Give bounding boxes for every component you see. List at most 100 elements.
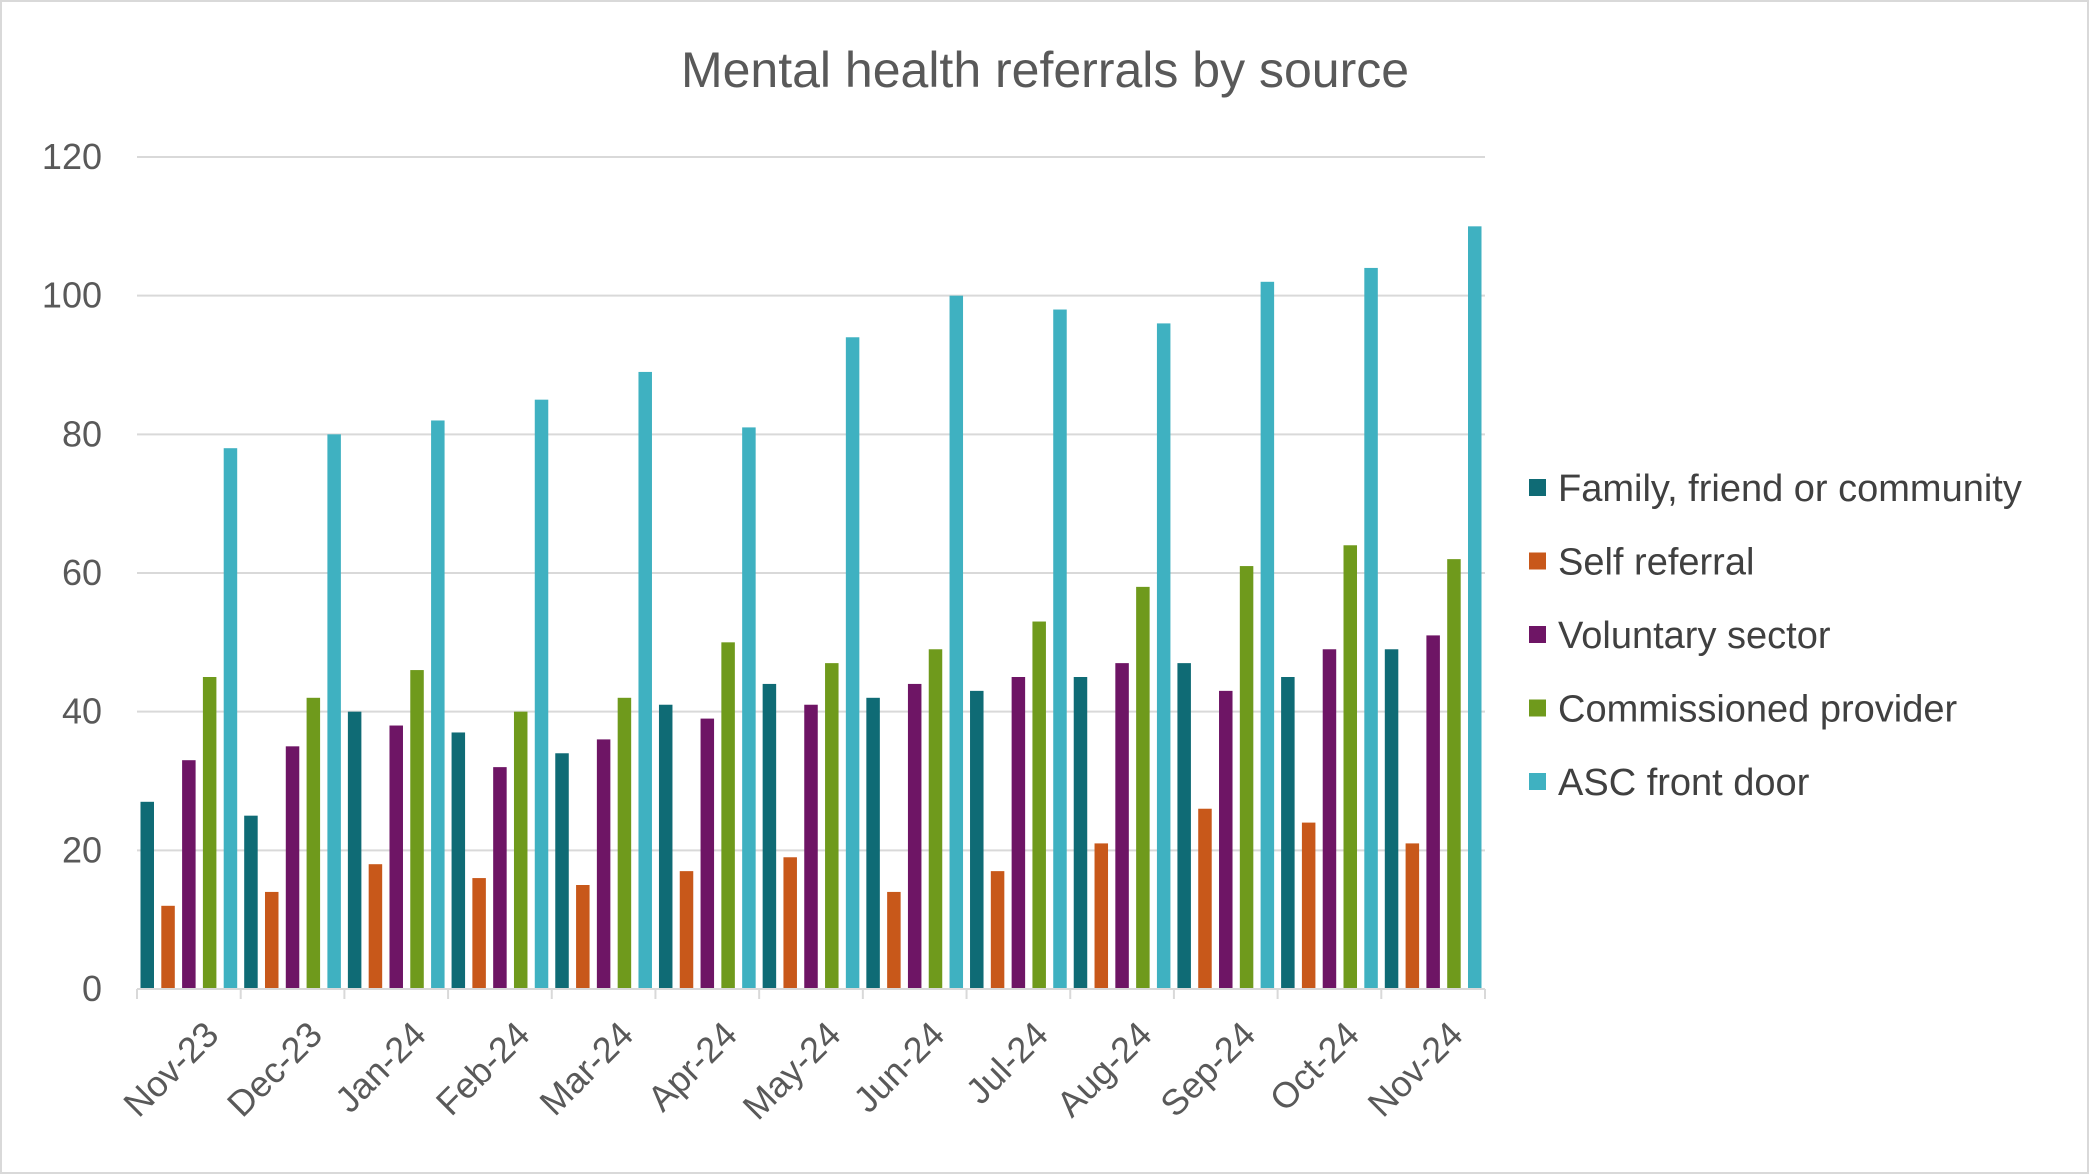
- legend-swatch: [1529, 479, 1546, 496]
- bar: [182, 760, 196, 989]
- bar: [1115, 663, 1129, 989]
- bar: [887, 891, 901, 989]
- bar: [244, 815, 258, 989]
- legend-item: Voluntary sector: [1529, 615, 1831, 657]
- bar: [700, 718, 715, 989]
- bar: [949, 295, 964, 989]
- bar: [617, 697, 632, 989]
- y-tick-label: 0: [82, 968, 102, 1009]
- x-tick-label: Feb-24: [428, 1013, 538, 1123]
- x-tick-label: Mar-24: [531, 1013, 641, 1123]
- legend-label: Voluntary sector: [1558, 615, 1831, 657]
- y-tick-label: 20: [62, 829, 102, 870]
- legend: Family, friend or community Self referral…: [1529, 468, 2022, 804]
- y-tick-label: 60: [62, 552, 102, 593]
- bar: [845, 337, 860, 989]
- x-tick-label: Apr-24: [639, 1013, 744, 1118]
- bar: [327, 434, 341, 990]
- bar: [306, 697, 321, 989]
- bar: [1301, 822, 1316, 989]
- bar: [1239, 566, 1254, 989]
- x-tick-label: Nov-23: [115, 1013, 226, 1124]
- bar: [1073, 677, 1088, 989]
- bar: [825, 663, 839, 989]
- bar: [264, 891, 279, 989]
- bar: [1343, 545, 1358, 989]
- legend-item: Family, friend or community: [1529, 468, 2022, 510]
- bar: [928, 649, 943, 989]
- bar: [970, 690, 984, 989]
- x-tick-label: Sep-24: [1152, 1013, 1263, 1124]
- bar: [472, 878, 486, 989]
- legend-swatch: [1529, 552, 1546, 570]
- bar: [638, 371, 652, 989]
- bar: [866, 697, 880, 989]
- y-tick-label: 40: [62, 691, 102, 732]
- bar: [1011, 677, 1026, 989]
- legend-label: ASC front door: [1558, 762, 1810, 804]
- bar: [1384, 649, 1399, 989]
- bar: [513, 711, 528, 989]
- bar: [410, 670, 424, 989]
- bar: [990, 871, 1005, 989]
- gridlines: [137, 156, 1485, 852]
- x-tick-label: Oct-24: [1262, 1013, 1367, 1118]
- x-tick-label: Dec-23: [219, 1013, 330, 1124]
- bar: [1053, 309, 1067, 989]
- bar: [1364, 267, 1378, 989]
- bar: [451, 732, 466, 989]
- bar: [596, 739, 611, 989]
- bar: [1468, 226, 1482, 989]
- bar: [347, 711, 362, 989]
- legend-swatch: [1529, 773, 1546, 790]
- x-tick-label: Jul-24: [958, 1013, 1056, 1111]
- legend-label: Family, friend or community: [1558, 468, 2022, 510]
- bar: [1032, 621, 1046, 989]
- legend-swatch: [1529, 626, 1546, 643]
- bar: [1447, 559, 1461, 989]
- bar: [907, 683, 922, 989]
- bar: [534, 399, 549, 989]
- bar: [368, 864, 383, 989]
- bars: [140, 226, 1482, 990]
- bar: [1281, 677, 1295, 989]
- bar: [493, 767, 507, 989]
- bar: [223, 448, 238, 989]
- bar: [431, 420, 445, 990]
- x-tick-label: Jan-24: [327, 1013, 434, 1120]
- bar: [762, 683, 777, 989]
- bar: [1177, 663, 1191, 989]
- legend-item: Self referral: [1529, 542, 1754, 584]
- bar: [742, 427, 756, 989]
- chart-title: Mental health referrals by source: [681, 42, 1409, 98]
- legend-label: Self referral: [1558, 542, 1754, 584]
- bar: [576, 885, 590, 989]
- bar: [1198, 808, 1212, 989]
- bar: [1136, 586, 1150, 989]
- bar: [1219, 690, 1233, 989]
- bar: [1322, 649, 1337, 989]
- legend-swatch: [1529, 699, 1546, 717]
- legend-item: Commissioned provider: [1529, 689, 1957, 731]
- legend-label: Commissioned provider: [1558, 689, 1957, 731]
- x-tick-label: Aug-24: [1048, 1013, 1159, 1124]
- bar: [1426, 635, 1440, 989]
- bar: [721, 642, 735, 989]
- bar: [1405, 843, 1420, 989]
- bar: [555, 753, 569, 989]
- y-tick-label: 80: [62, 413, 102, 454]
- bar: [389, 725, 403, 989]
- bar: [804, 704, 818, 989]
- x-tick-label: May-24: [735, 1013, 849, 1127]
- legend-item: ASC front door: [1529, 762, 1810, 804]
- bar: [202, 677, 217, 989]
- bar: [140, 801, 154, 989]
- x-tick-label: Jun-24: [845, 1013, 952, 1120]
- y-tick-label: 120: [42, 136, 102, 177]
- bar: [1260, 281, 1275, 989]
- bar: [285, 746, 300, 989]
- bar: [1094, 843, 1109, 989]
- y-tick-label: 100: [42, 275, 102, 316]
